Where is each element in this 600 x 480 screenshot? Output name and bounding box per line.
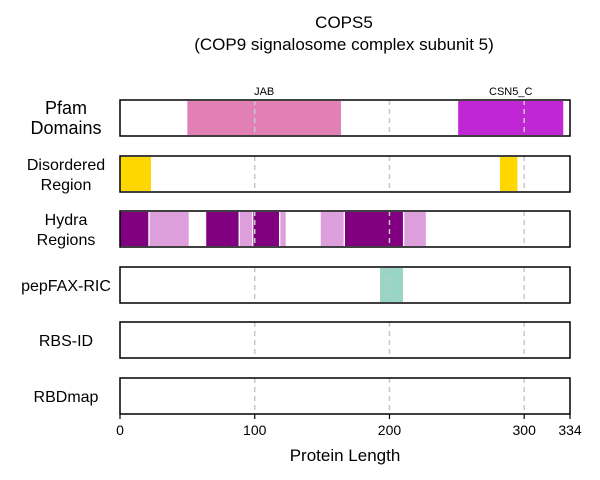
chart-subtitle: (COP9 signalosome complex subunit 5)	[194, 35, 494, 54]
track-row-rbdmap: RBDmap	[34, 377, 571, 415]
track-row-disordered: Disordered Region	[27, 155, 571, 194]
row-label-hydra: Hydra	[45, 212, 88, 229]
row-label-disordered: Disordered	[27, 157, 105, 174]
row-label-rbsid: RBS-ID	[39, 333, 93, 350]
row-label-pepfax: pepFAX-RIC	[21, 278, 111, 295]
domain-label: CSN5_C	[489, 86, 532, 98]
segment-hydra-3	[239, 212, 253, 246]
row-label-rbdmap: RBDmap	[34, 389, 99, 406]
track-frame-rbdmap	[119, 377, 571, 415]
track-frame-pepfax	[119, 266, 571, 304]
segment-hydra-6	[320, 212, 344, 246]
x-tick-label: 0	[116, 422, 124, 438]
segment-hydra-1	[149, 212, 189, 246]
x-axis-label: Protein Length	[290, 446, 401, 465]
x-tick-label: 200	[378, 422, 402, 438]
row-label-hydra: Regions	[37, 232, 96, 249]
row-label-pfam: Domains	[30, 118, 101, 138]
segment-hydra-4	[253, 212, 279, 246]
segment-hydra-2	[206, 212, 239, 246]
track-row-hydra: Hydra Regions	[37, 210, 571, 249]
chart-title: COPS5	[315, 13, 373, 32]
segment-disordered-0	[120, 157, 151, 191]
segment-hydra-5	[280, 212, 286, 246]
track-frame-hydra	[119, 210, 571, 248]
x-tick-label: 300	[513, 422, 537, 438]
segment-pfam-1	[458, 101, 564, 135]
row-label-disordered: Region	[41, 177, 92, 194]
track-row-rbsid: RBS-ID	[39, 321, 571, 359]
x-tick-label: 100	[243, 422, 267, 438]
row-label-pfam: Pfam	[45, 98, 87, 118]
track-frame-rbsid	[119, 321, 571, 359]
track-row-pepfax: pepFAX-RIC	[21, 266, 571, 304]
segment-hydra-8	[404, 212, 426, 246]
segment-hydra-0	[120, 212, 149, 246]
segment-pfam-0	[187, 101, 341, 135]
domain-label: JAB	[254, 86, 274, 98]
segment-hydra-7	[345, 212, 403, 246]
x-tick-label: 334	[558, 422, 582, 438]
segment-disordered-1	[499, 157, 518, 191]
track-frame-disordered	[119, 155, 571, 193]
x-axis: 0 100 200 300 334	[116, 414, 582, 438]
track-frame-pfam	[119, 99, 571, 137]
segment-pepfax-0	[380, 268, 403, 302]
